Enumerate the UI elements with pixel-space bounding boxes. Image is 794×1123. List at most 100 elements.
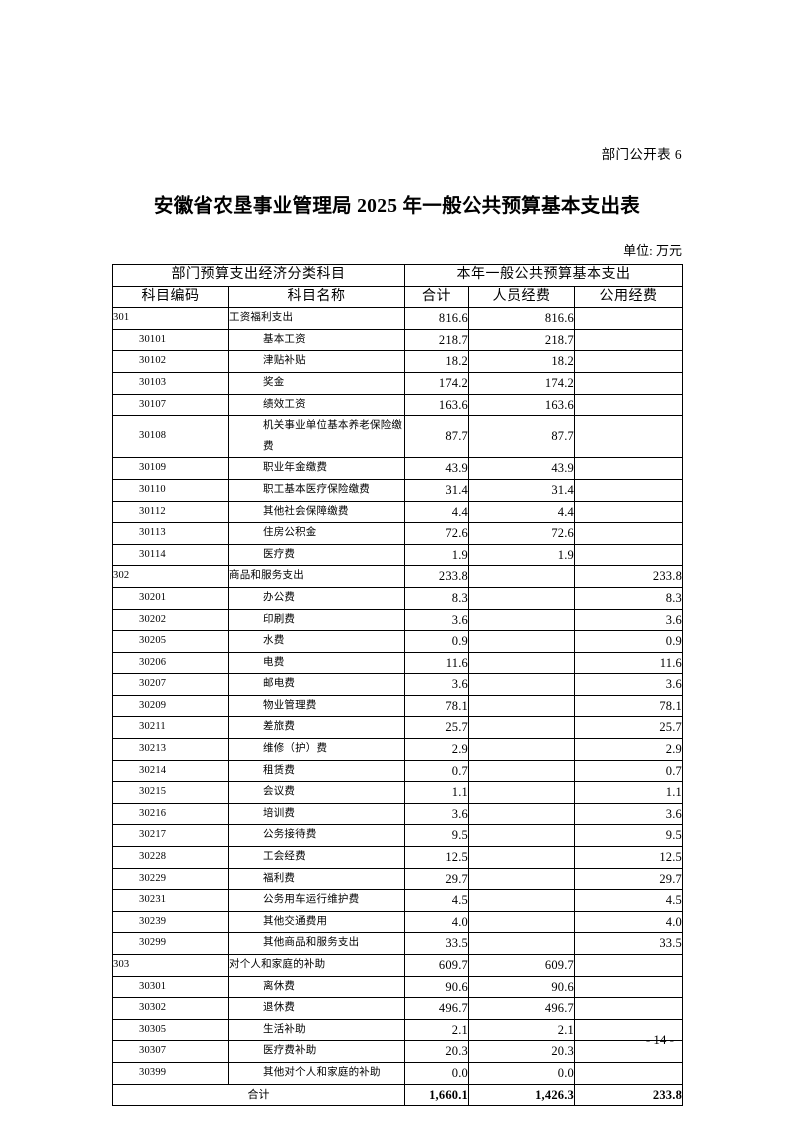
cell-personnel: 43.9 [468, 457, 575, 480]
cell-personnel [468, 608, 575, 632]
cell-subject-name: 其他社会保障缴费 [228, 500, 405, 524]
column-header-code: 科目编码 [112, 285, 229, 309]
table-row: 30107 绩效工资 163.6 163.6 [112, 393, 684, 417]
cell-total: 31.4 [404, 478, 469, 502]
cell-subject-name: 物业管理费 [228, 694, 405, 718]
cell-subject-name: 邮电费 [228, 673, 405, 696]
cell-personnel: 174.2 [468, 371, 575, 395]
cell-public [573, 393, 684, 417]
table-row: 30205 水费 0.9 0.9 [112, 630, 684, 653]
page-title: 安徽省农垦事业管理局 2025 年一般公共预算基本支出表 [153, 196, 641, 217]
cell-total: 3.6 [404, 673, 469, 696]
table-row: 30299 其他商品和服务支出 33.5 33.5 [112, 932, 684, 955]
cell-subject-name: 绩效工资 [228, 393, 405, 417]
cell-subject-code: 30112 [112, 500, 229, 524]
cell-total: 0.7 [404, 759, 469, 783]
table-row: 30114 医疗费 1.9 1.9 [112, 543, 684, 567]
cell-total: 218.7 [404, 328, 469, 352]
cell-public [573, 954, 684, 977]
cell-total: 25.7 [404, 716, 469, 740]
cell-personnel: 18.2 [468, 350, 575, 373]
cell-total: 0.9 [404, 630, 469, 653]
cell-public: 0.9 [573, 630, 684, 653]
cell-subject-code: 30228 [112, 846, 229, 869]
cell-subject-code: 302 [112, 565, 229, 588]
cell-personnel: 816.6 [468, 307, 575, 330]
cell-subject-code: 30202 [112, 608, 229, 632]
cell-personnel [468, 738, 575, 761]
cell-public [573, 522, 684, 545]
cell-personnel: 609.7 [468, 954, 575, 977]
cell-subject-name: 工会经费 [228, 846, 405, 869]
cell-subject-code: 30102 [112, 350, 229, 373]
cell-public: 3.6 [573, 802, 684, 826]
table-row: 30112 其他社会保障缴费 4.4 4.4 [112, 500, 684, 524]
cell-personnel [468, 781, 575, 804]
cell-subject-code: 30211 [112, 716, 229, 740]
cell-personnel [468, 673, 575, 696]
cell-subject-name: 办公费 [228, 586, 405, 610]
cell-public: 9.5 [573, 824, 684, 848]
column-header-public: 公用经费 [573, 285, 684, 309]
cell-total: 43.9 [404, 457, 469, 480]
table-row: 30305 生活补助 2.1 2.1 [112, 1018, 684, 1042]
table-total-row: 合计 1,660.1 1,426.3 233.8 [112, 1083, 684, 1107]
cell-total: 4.0 [404, 910, 469, 934]
cell-personnel: 1.9 [468, 543, 575, 567]
cell-personnel [468, 846, 575, 869]
table-group-header-row: 部门预算支出经济分类科目 本年一般公共预算基本支出 [112, 264, 684, 287]
cell-personnel: 163.6 [468, 393, 575, 417]
table-row: 30108 机关事业单位基本养老保险缴费 87.7 87.7 [112, 415, 684, 459]
cell-public: 233.8 [573, 565, 684, 588]
cell-subject-code: 30209 [112, 694, 229, 718]
cell-total: 87.7 [404, 415, 469, 459]
cell-subject-name: 医疗费 [228, 543, 405, 567]
cell-personnel: 72.6 [468, 522, 575, 545]
cell-personnel: 31.4 [468, 478, 575, 502]
cell-subject-name: 其他对个人和家庭的补助 [228, 1061, 405, 1085]
table-row: 30216 培训费 3.6 3.6 [112, 802, 684, 826]
table-row: 30217 公务接待费 9.5 9.5 [112, 824, 684, 848]
cell-subject-name: 其他交通费用 [228, 910, 405, 934]
cell-public: 1.1 [573, 781, 684, 804]
cell-public [573, 415, 684, 459]
table-row: 30229 福利费 29.7 29.7 [112, 867, 684, 891]
cell-subject-name: 工资福利支出 [228, 307, 405, 330]
cell-public [573, 997, 684, 1020]
cell-public: 29.7 [573, 867, 684, 891]
cell-total: 90.6 [404, 975, 469, 999]
total-value-public: 233.8 [573, 1083, 684, 1107]
cell-total: 233.8 [404, 565, 469, 588]
cell-public: 3.6 [573, 608, 684, 632]
cell-subject-name: 津贴补贴 [228, 350, 405, 373]
budget-table: 部门预算支出经济分类科目 本年一般公共预算基本支出 科目编码 科目名称 合计 人… [112, 264, 684, 1107]
table-row: 30213 维修（护）费 2.9 2.9 [112, 738, 684, 761]
cell-total: 33.5 [404, 932, 469, 955]
table-row: 303 对个人和家庭的补助 609.7 609.7 [112, 954, 684, 977]
table-row: 30113 住房公积金 72.6 72.6 [112, 522, 684, 545]
cell-public [573, 500, 684, 524]
table-body: 301 工资福利支出 816.6 816.6 30101 基本工资 218.7 218.7 30… [112, 307, 684, 1107]
cell-personnel [468, 824, 575, 848]
cell-total: 609.7 [404, 954, 469, 977]
cell-total: 2.1 [404, 1018, 469, 1042]
cell-subject-code: 30109 [112, 457, 229, 480]
cell-personnel [468, 759, 575, 783]
cell-subject-name: 会议费 [228, 781, 405, 804]
column-header-personnel: 人员经费 [468, 285, 575, 309]
cell-public: 25.7 [573, 716, 684, 740]
table-row: 30228 工会经费 12.5 12.5 [112, 846, 684, 869]
cell-personnel [468, 802, 575, 826]
cell-public: 4.0 [573, 910, 684, 934]
cell-total: 9.5 [404, 824, 469, 848]
cell-total: 0.0 [404, 1061, 469, 1085]
cell-total: 12.5 [404, 846, 469, 869]
cell-total: 496.7 [404, 997, 469, 1020]
cell-public: 12.5 [573, 846, 684, 869]
cell-subject-name: 水费 [228, 630, 405, 653]
table-column-header-row: 科目编码 科目名称 合计 人员经费 公用经费 [112, 285, 684, 309]
cell-subject-name: 福利费 [228, 867, 405, 891]
cell-public: 33.5 [573, 932, 684, 955]
cell-personnel [468, 910, 575, 934]
table-row: 30231 公务用车运行维护费 4.5 4.5 [112, 889, 684, 912]
